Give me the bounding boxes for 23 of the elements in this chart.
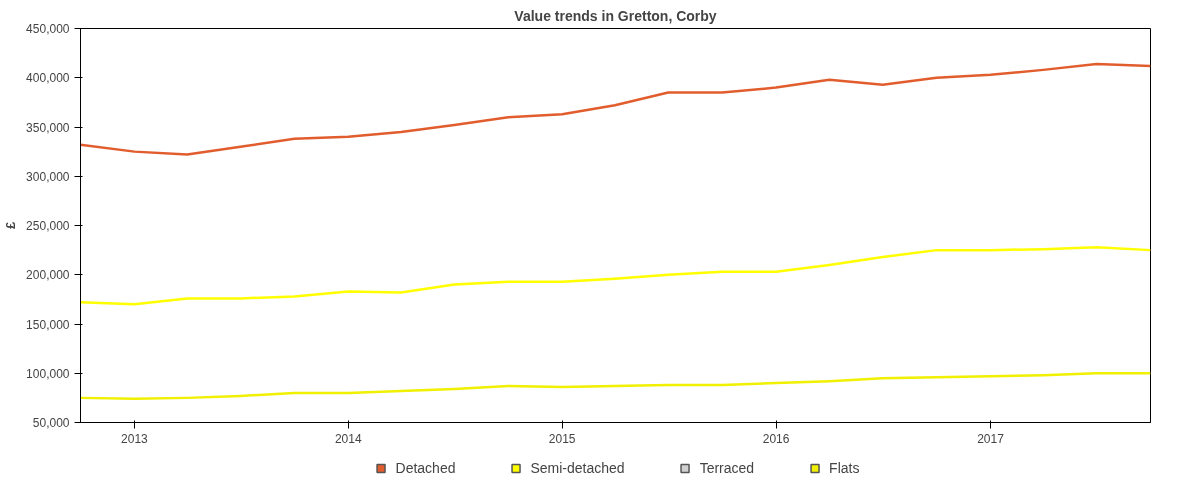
y-tick-label: 400,000 — [26, 71, 70, 86]
y-axis-title: £ — [3, 221, 19, 230]
x-tick-label: 2013 — [121, 431, 149, 446]
legend-label: Terraced — [699, 459, 755, 476]
y-tick-label: 200,000 — [26, 268, 70, 283]
y-tick-label: 350,000 — [26, 120, 70, 135]
x-tick-label: 2015 — [548, 431, 576, 446]
y-tick-label: 150,000 — [26, 317, 70, 332]
line-series — [80, 245, 1151, 306]
x-tick-label: 2017 — [977, 431, 1005, 446]
y-tick-label: 250,000 — [26, 219, 70, 233]
y-tick-label: 450,000 — [26, 22, 70, 36]
legend-label: Flats — [829, 459, 860, 476]
y-tick-label: 300,000 — [26, 169, 70, 184]
line-series — [80, 62, 1151, 156]
line-series — [80, 372, 1151, 401]
legend-label: Semi-detached — [530, 459, 625, 476]
y-tick-label: 50,000 — [32, 416, 70, 430]
y-tick-label: 100,000 — [26, 366, 70, 381]
chart-title: Value trends in Gretton, Corby — [514, 7, 717, 24]
legend-label: Detached — [395, 459, 456, 476]
x-tick-label: 2016 — [762, 431, 790, 446]
x-tick-label: 2014 — [334, 431, 362, 446]
